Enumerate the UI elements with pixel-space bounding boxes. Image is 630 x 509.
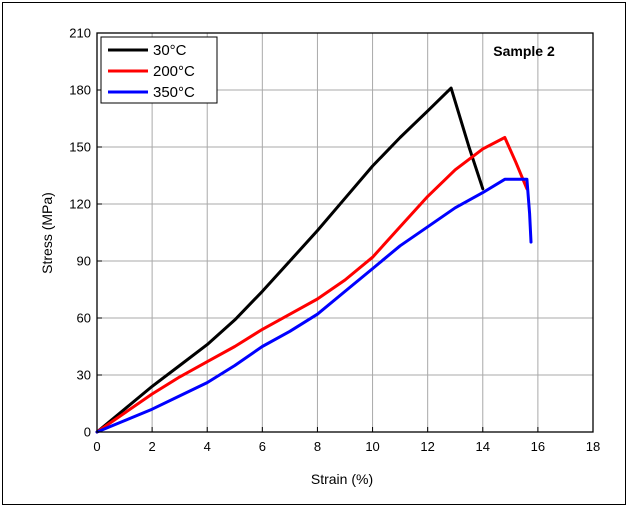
plot-area-frame xyxy=(96,32,594,433)
x-tick-label: 18 xyxy=(586,439,600,454)
sample-annotation: Sample 2 xyxy=(493,43,555,59)
y-tick-label: 180 xyxy=(69,83,91,98)
y-tick-label: 150 xyxy=(69,140,91,155)
x-tick-label: 6 xyxy=(259,439,266,454)
y-tick-label: 30 xyxy=(77,368,91,383)
y-tick-label: 0 xyxy=(84,425,91,440)
y-tick-label: 60 xyxy=(77,311,91,326)
y-axis-title: Stress (MPa) xyxy=(39,192,55,274)
legend-label-200: 200°C xyxy=(153,63,195,80)
y-tick-label: 210 xyxy=(69,26,91,41)
x-tick-label: 2 xyxy=(148,439,155,454)
legend-label-350: 350°C xyxy=(153,84,195,101)
series-line-2 xyxy=(95,177,533,434)
x-tick-label: 16 xyxy=(531,439,545,454)
x-tick-label: 12 xyxy=(420,439,434,454)
series-layer xyxy=(95,86,533,434)
x-tick-label: 8 xyxy=(314,439,321,454)
legend-label-30: 30°C xyxy=(153,42,187,59)
x-tick-label: 14 xyxy=(476,439,490,454)
x-tick-label: 0 xyxy=(93,439,100,454)
x-tick-label: 4 xyxy=(204,439,211,454)
legend: 30°C 200°C 350°C xyxy=(100,36,218,104)
x-axis-title: Strain (%) xyxy=(311,471,373,487)
series-line-1 xyxy=(95,136,529,434)
y-tick-label: 120 xyxy=(69,197,91,212)
series-line-0 xyxy=(95,86,485,434)
y-tick-label: 90 xyxy=(77,254,91,269)
x-tick-label: 10 xyxy=(365,439,379,454)
